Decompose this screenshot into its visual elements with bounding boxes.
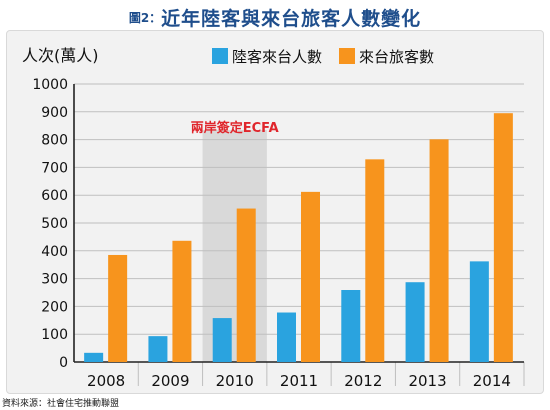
x-tick-label: 2011 (280, 372, 318, 390)
y-tick-label: 0 (59, 355, 68, 371)
y-tick-label: 1000 (32, 77, 68, 93)
figure-number: 圖2： (128, 11, 162, 25)
x-tick-label: 2013 (408, 372, 446, 390)
bar-total-visitors (301, 191, 320, 362)
chart-title: 圖2：近年陸客與來台旅客人數變化 (0, 4, 550, 30)
y-tick-label: 200 (41, 299, 68, 315)
bar-mainland-visitors (212, 318, 232, 362)
y-tick-label: 700 (41, 160, 68, 176)
y-tick-label: 300 (41, 272, 68, 288)
bar-chart: 0 100 200 300 400 500 600 700 800 900 1000 2008 2009… (22, 46, 525, 390)
bar-mainland-visitors (277, 312, 296, 362)
y-tick-label: 500 (41, 216, 68, 232)
y-tick-label: 100 (41, 327, 68, 343)
bar-total-visitors (108, 254, 128, 362)
chart-panel (6, 30, 544, 394)
y-tick-label: 600 (41, 188, 68, 204)
x-tick-label: 2008 (87, 372, 125, 390)
legend-swatch (212, 48, 228, 64)
x-tick-label: 2010 (216, 372, 254, 390)
y-tick-label: 800 (41, 133, 68, 149)
x-tick-label: 2012 (344, 372, 382, 390)
bar-mainland-visitors (84, 352, 104, 362)
y-axis-label: 人次(萬人) (22, 46, 99, 65)
bar-total-visitors (365, 159, 385, 362)
annotation-highlight (202, 130, 267, 362)
y-tick-label: 400 (41, 244, 68, 260)
legend-label: 陸客來台人數 (232, 48, 322, 66)
legend-swatch (339, 48, 355, 64)
bar-mainland-visitors (469, 261, 489, 362)
bar-mainland-visitors (341, 289, 361, 362)
annotation-label: 兩岸簽定ECFA (191, 120, 279, 136)
y-tick-label: 900 (41, 105, 68, 121)
x-tick-label: 2009 (151, 372, 189, 390)
bar-total-visitors (429, 139, 449, 362)
legend-label: 來台旅客數 (359, 48, 434, 66)
bar-total-visitors (236, 208, 256, 362)
bar-mainland-visitors (148, 336, 168, 362)
chart-title-text: 近年陸客與來台旅客人數變化 (161, 8, 422, 30)
bar-mainland-visitors (405, 282, 425, 362)
bar-total-visitors (493, 113, 513, 362)
bar-total-visitors (172, 240, 192, 362)
source-note: 資料來源：社會住宅推動聯盟 (2, 399, 120, 409)
x-tick-label: 2014 (473, 372, 511, 390)
